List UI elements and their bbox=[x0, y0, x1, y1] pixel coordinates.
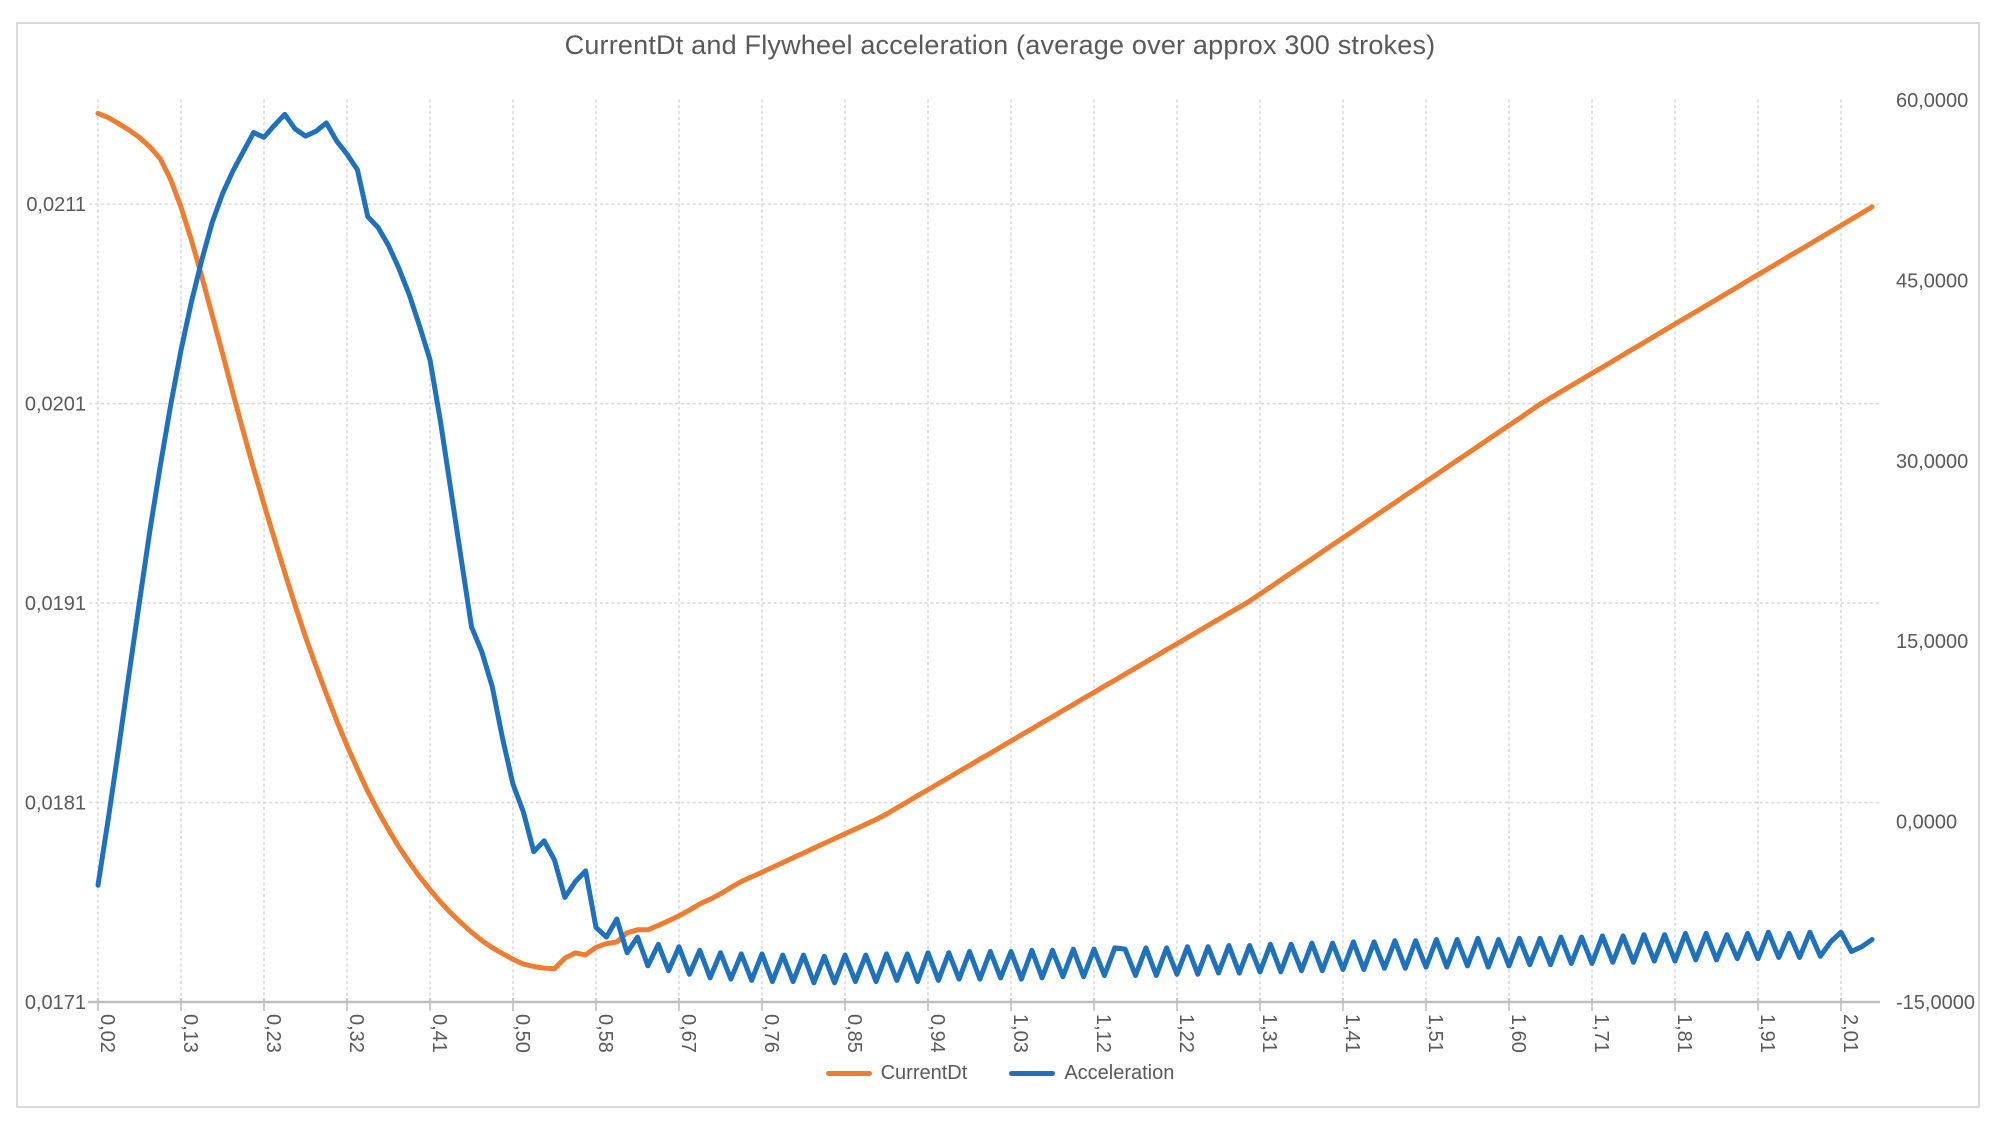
x-tick-label: 0,23 bbox=[262, 1014, 284, 1053]
x-tick-label: 0,67 bbox=[677, 1014, 699, 1053]
legend: CurrentDt Acceleration bbox=[0, 1062, 2000, 1085]
y-left-tick-label: 0,0171 bbox=[25, 992, 86, 1014]
x-tick-label: 1,91 bbox=[1756, 1014, 1778, 1053]
y-left-tick-label: 0,0191 bbox=[25, 593, 86, 615]
x-tick-label: 0,50 bbox=[511, 1014, 533, 1053]
y-left-tick-label: 0,0181 bbox=[25, 793, 86, 815]
y-right-tick-label: 0,0000 bbox=[1896, 812, 1957, 834]
y-right-tick-label: 45,0000 bbox=[1896, 270, 1968, 292]
acceleration-line bbox=[95, 111, 1875, 986]
currentdt-line-swatch bbox=[825, 1071, 872, 1076]
chart-frame bbox=[16, 22, 1980, 1108]
x-tick-label: 0,94 bbox=[926, 1014, 948, 1053]
y-right-tick-label: 30,0000 bbox=[1896, 451, 1968, 473]
x-tick-label: 0,32 bbox=[345, 1014, 367, 1053]
x-tick-label: 1,51 bbox=[1424, 1014, 1446, 1053]
legend-label-acceleration: Acceleration bbox=[1064, 1062, 1175, 1084]
x-tick-label: 0,58 bbox=[594, 1014, 616, 1053]
legend-item-currentdt: CurrentDt bbox=[825, 1062, 968, 1085]
x-tick-label: 1,60 bbox=[1507, 1014, 1529, 1053]
x-tick-label: 1,22 bbox=[1175, 1014, 1197, 1053]
y-right-tick-label: -15,0000 bbox=[1896, 992, 1975, 1014]
x-tick-label: 1,12 bbox=[1092, 1014, 1114, 1053]
x-tick-label: 0,13 bbox=[179, 1014, 201, 1053]
legend-item-acceleration: Acceleration bbox=[1009, 1062, 1174, 1085]
y-right-tick-label: 15,0000 bbox=[1896, 631, 1968, 653]
x-tick-label: 1,41 bbox=[1341, 1014, 1363, 1053]
x-tick-label: 2,01 bbox=[1839, 1014, 1861, 1053]
x-tick-label: 0,85 bbox=[843, 1014, 865, 1053]
x-tick-label: 1,31 bbox=[1258, 1014, 1280, 1053]
y-left-tick-label: 0,0201 bbox=[25, 394, 86, 416]
x-tick-label: 1,81 bbox=[1673, 1014, 1695, 1053]
y-right-tick-label: 60,0000 bbox=[1896, 90, 1968, 112]
chart-title: CurrentDt and Flywheel acceleration (ave… bbox=[564, 30, 1436, 60]
x-tick-label: 1,71 bbox=[1590, 1014, 1612, 1053]
x-tick-label: 0,02 bbox=[96, 1014, 118, 1053]
acceleration-line-swatch bbox=[1009, 1071, 1056, 1076]
x-tick-label: 1,03 bbox=[1009, 1014, 1031, 1053]
x-tick-label: 0,76 bbox=[760, 1014, 782, 1053]
currentdt-line bbox=[95, 110, 1875, 972]
legend-label-currentdt: CurrentDt bbox=[880, 1062, 968, 1084]
x-tick-label: 0,41 bbox=[428, 1014, 450, 1053]
y-left-tick-label: 0,0211 bbox=[26, 194, 86, 216]
